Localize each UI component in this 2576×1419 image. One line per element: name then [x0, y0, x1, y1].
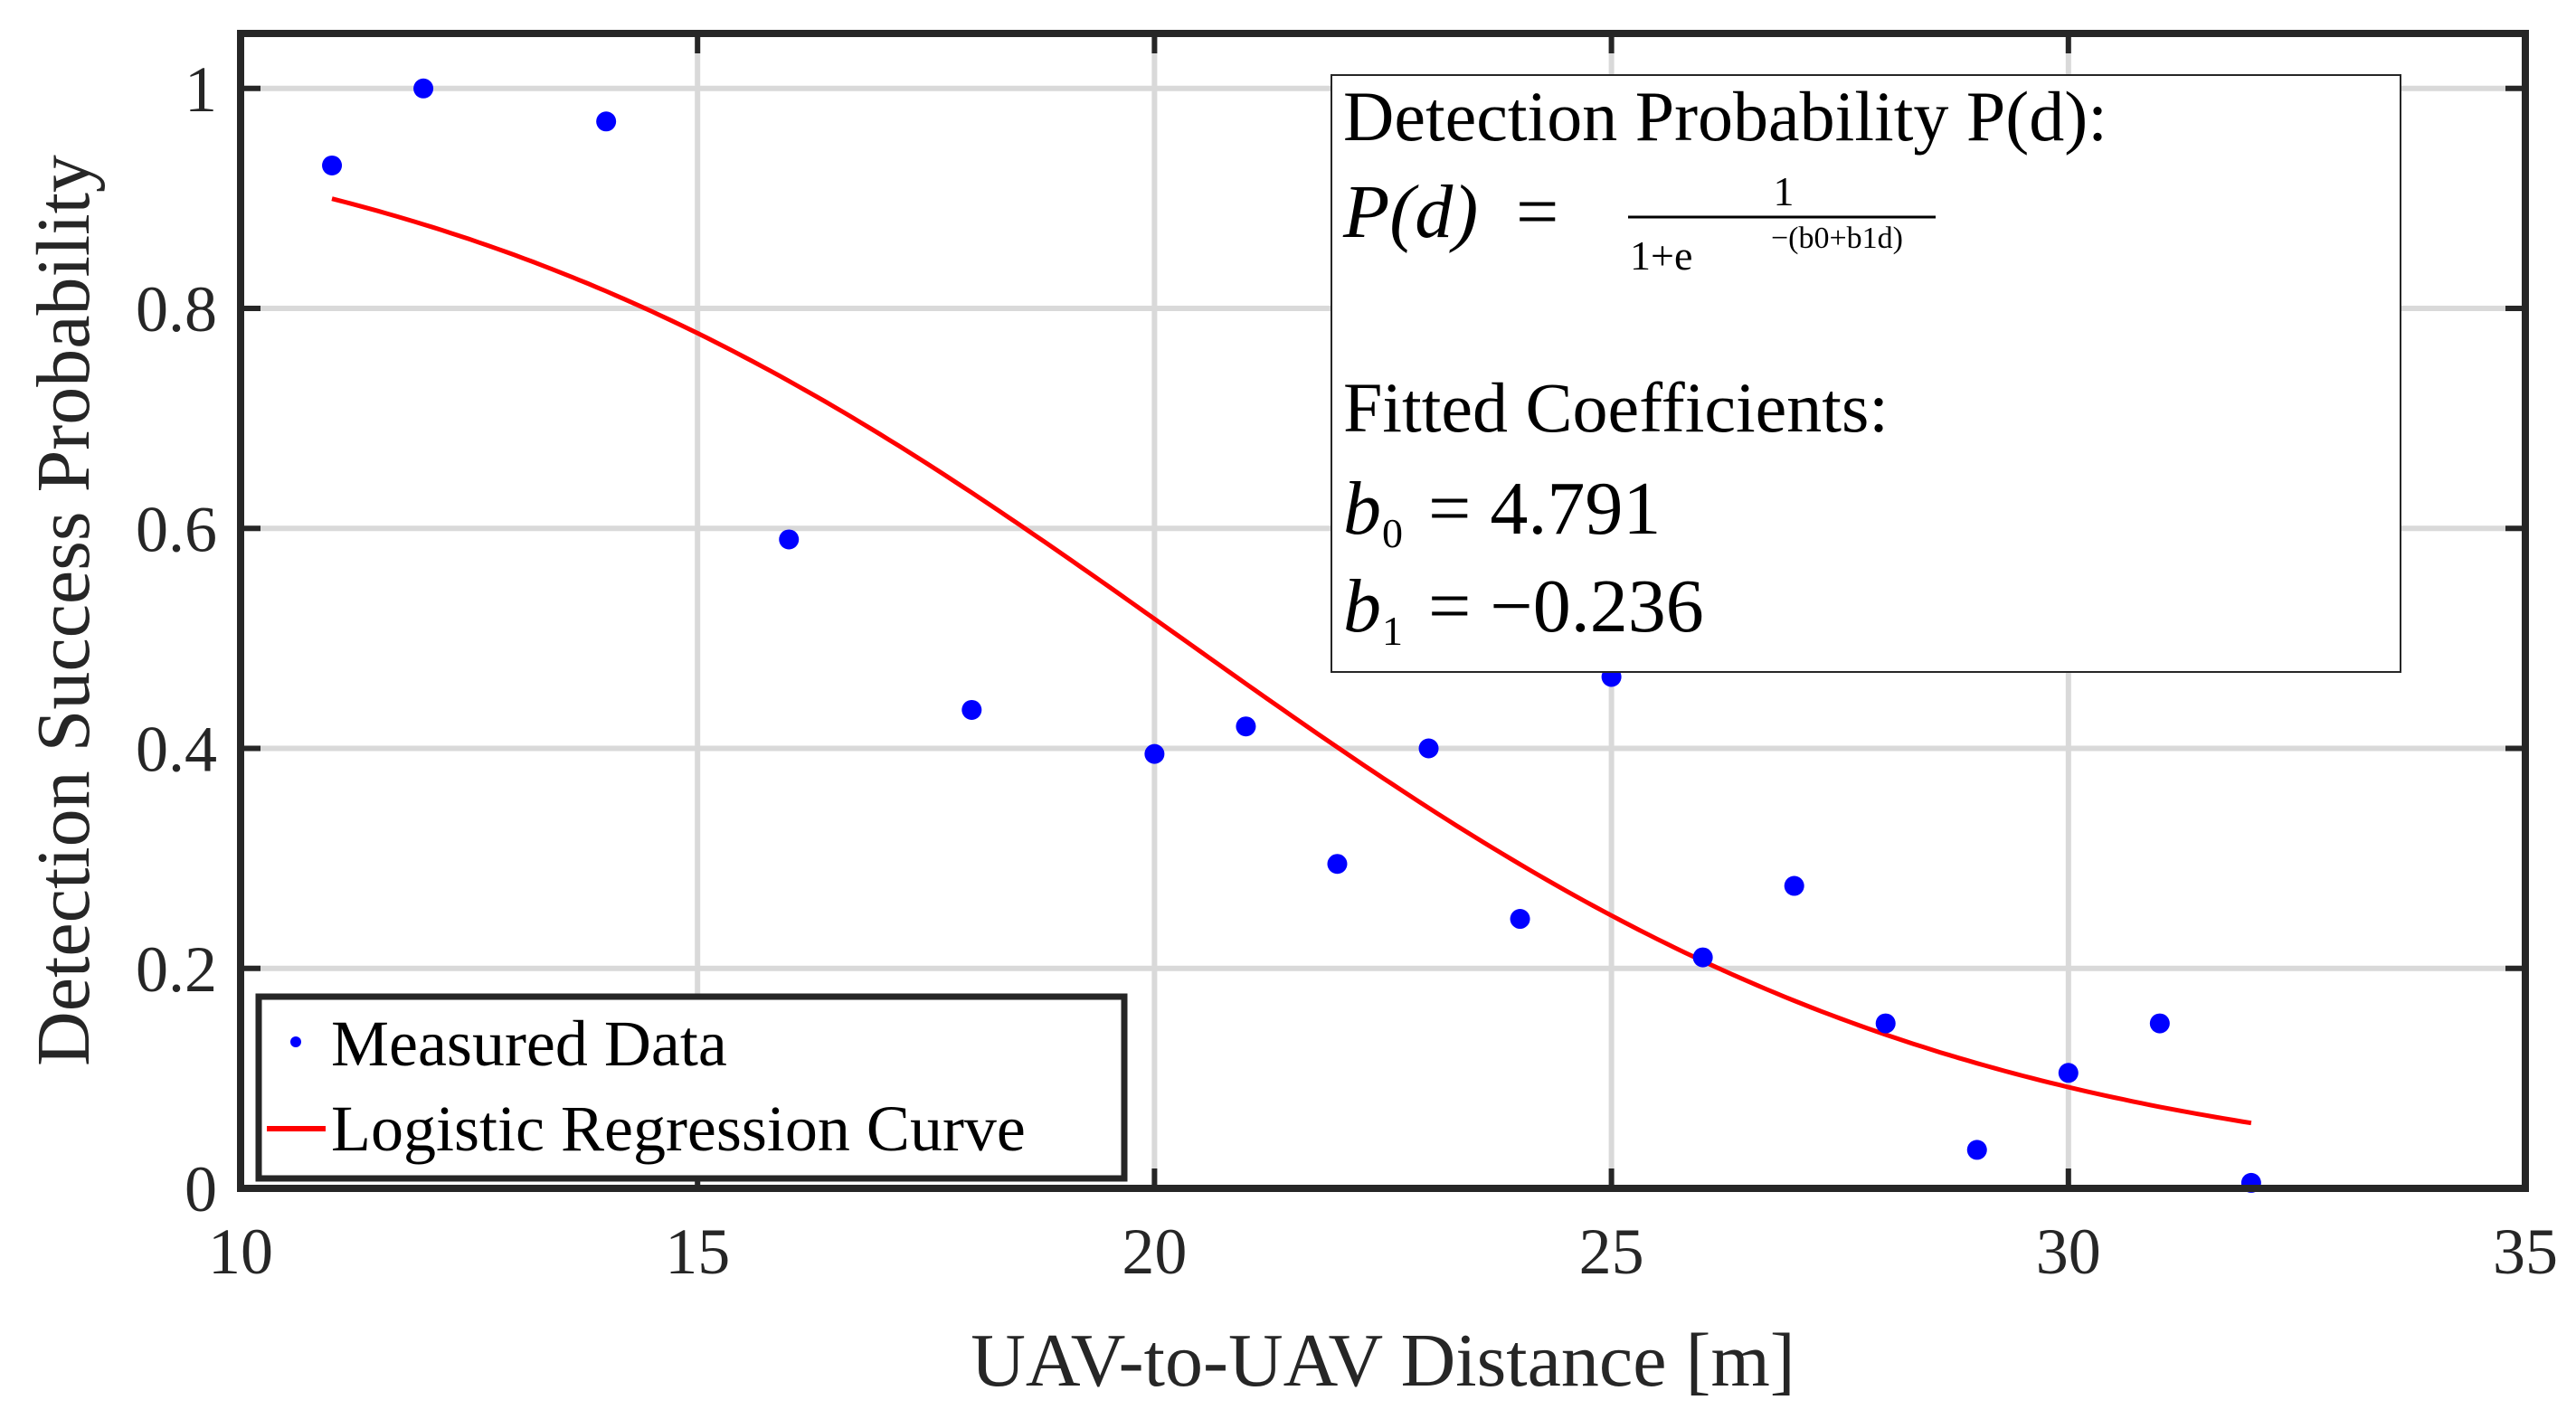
y-tick-labels: 0 0.2 0.4 0.6 0.8 1: [136, 53, 217, 1225]
y-tick-label: 0.4: [136, 714, 217, 786]
data-point: [322, 155, 343, 175]
b1-value: = −0.236: [1409, 564, 1704, 648]
data-point: [1692, 947, 1713, 968]
data-point: [1784, 875, 1804, 896]
legend: Measured Data Logistic Regression Curve: [255, 993, 1128, 1182]
data-point: [2058, 1063, 2079, 1083]
x-tick-label: 35: [2493, 1216, 2558, 1288]
formula-denominator-exponent: −(b0+b1d): [1771, 222, 1903, 255]
data-point: [2149, 1013, 2170, 1034]
y-axis-title: Detection Success Probability: [22, 155, 106, 1066]
plot-frame: [237, 30, 2529, 1192]
x-tick-label: 10: [208, 1216, 273, 1288]
formula-numerator: 1: [1774, 168, 1795, 214]
legend-frame: [255, 993, 1128, 1182]
data-point: [1875, 1013, 1896, 1034]
y-tick-label: 0.6: [136, 493, 217, 565]
x-axis-title: UAV-to-UAV Distance [m]: [971, 1319, 1795, 1403]
x-tick-label: 15: [665, 1216, 730, 1288]
data-point: [1966, 1140, 1987, 1160]
annotation-title: Detection Probability P(d):: [1343, 77, 2107, 156]
b1-line: b 1 = −0.236: [1343, 564, 1704, 654]
data-point: [1236, 716, 1256, 737]
data-point: [779, 529, 800, 550]
annotation-formula: P(d) = 1 1+e −(b0+b1d): [1342, 168, 1936, 279]
logistic-regression-curve: [331, 196, 2252, 1126]
b1-symbol: b: [1343, 564, 1381, 648]
formula-denominator: 1+e: [1630, 232, 1692, 279]
y-tick-label: 1: [185, 53, 217, 126]
data-point: [1418, 738, 1439, 759]
data-points: [322, 78, 2261, 1193]
data-point: [413, 78, 434, 99]
b0-value: = 4.791: [1409, 467, 1661, 551]
x-tick-label: 20: [1122, 1216, 1187, 1288]
data-point: [1510, 909, 1530, 930]
annotation-coef-title: Fitted Coefficients:: [1343, 368, 1889, 447]
tick-marks: [238, 33, 2528, 1191]
data-point: [596, 111, 617, 132]
legend-marker-measured: [290, 1036, 301, 1047]
b1-subscript: 1: [1382, 608, 1403, 654]
legend-label-regression: Logistic Regression Curve: [331, 1093, 1026, 1165]
x-tick-label: 25: [1579, 1216, 1644, 1288]
y-tick-label: 0.8: [136, 273, 217, 345]
formula-equals: =: [1497, 170, 1577, 254]
x-tick-labels: 10 15 20 25 30 35: [208, 1216, 2558, 1288]
data-point: [1327, 854, 1348, 875]
y-tick-label: 0.2: [136, 933, 217, 1006]
annotation-frame: [1331, 74, 2401, 673]
b0-subscript: 0: [1382, 510, 1403, 556]
formula-lhs: P(d): [1342, 170, 1478, 254]
legend-label-measured: Measured Data: [331, 1007, 727, 1080]
curve-layer: [331, 196, 2252, 1126]
data-point: [1144, 743, 1165, 764]
annotation-box: Detection Probability P(d): P(d) = 1 1+e…: [1331, 74, 2401, 673]
data-point: [961, 699, 982, 720]
b0-line: b 0 = 4.791: [1343, 467, 1661, 556]
b0-symbol: b: [1343, 467, 1381, 551]
y-tick-label: 0: [185, 1153, 217, 1225]
x-tick-label: 30: [2036, 1216, 2101, 1288]
